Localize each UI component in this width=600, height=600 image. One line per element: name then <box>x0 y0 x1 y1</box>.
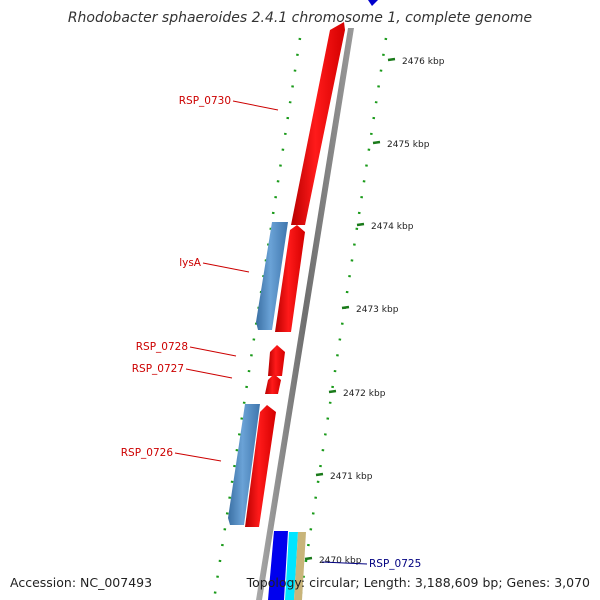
gene-label[interactable]: RSP_0728 <box>136 341 188 353</box>
feature-blue-bottom <box>268 531 288 600</box>
scale-tick-label: 2470 kbp <box>319 556 362 566</box>
gene-label-leader <box>202 262 250 273</box>
blue-feature-top <box>368 0 378 6</box>
gene-label[interactable]: RSP_0730 <box>179 95 231 107</box>
scale-tick-mark <box>304 556 313 561</box>
gene-lysa <box>275 225 305 332</box>
scale-tick-label: 2476 kbp <box>402 57 445 67</box>
gene-label-leader <box>232 100 279 111</box>
gene-rsp0730 <box>291 22 345 225</box>
scale-tick-mark <box>341 305 350 310</box>
gene-rsp0727 <box>265 374 281 394</box>
gene-label-leader <box>174 452 222 462</box>
gene-blue-rsp0726-region <box>228 404 260 525</box>
scale-tick-label: 2474 kbp <box>371 222 414 232</box>
gene-labels: RSP_0730 lysA RSP_0728 RSP_0727 RSP_0726 RSP_… <box>121 95 422 570</box>
gene-blue-lysa-region <box>256 222 288 330</box>
scale-tick-mark <box>315 472 324 477</box>
scale-tick-mark <box>328 389 337 394</box>
scale-tick-mark <box>356 222 365 227</box>
gene-label-leader <box>189 346 237 357</box>
gene-rsp0726 <box>245 405 276 527</box>
scale-tick-mark <box>372 140 381 145</box>
scale-ticks: 2476 kbp 2475 kbp 2474 kbp 2473 kbp 2472 kbp… <box>304 57 445 566</box>
gene-label-leader <box>321 561 368 565</box>
accession-text: Accession: NC_007493 <box>10 575 153 590</box>
gene-label[interactable]: RSP_0726 <box>121 447 174 459</box>
gene-label[interactable]: RSP_0727 <box>132 363 184 375</box>
chromosome-backbone <box>256 28 354 600</box>
gene-label[interactable]: RSP_0725 <box>369 558 421 570</box>
scale-tick-mark <box>387 57 396 62</box>
scale-tick-label: 2473 kbp <box>356 305 399 315</box>
scale-tick-label: 2471 kbp <box>330 472 373 482</box>
map-title: Rhodobacter sphaeroides 2.4.1 chromosome… <box>67 10 533 26</box>
feature-tan-bottom <box>294 532 306 600</box>
gene-rsp0728 <box>268 345 285 376</box>
genome-summary-text: Topology: circular; Length: 3,188,609 bp… <box>246 575 590 590</box>
gene-label-leader <box>185 368 233 379</box>
scale-tick-label: 2472 kbp <box>343 389 386 399</box>
scale-tick-label: 2475 kbp <box>387 140 430 150</box>
gene-label[interactable]: lysA <box>179 257 202 269</box>
feature-cyan-bottom <box>285 532 298 600</box>
